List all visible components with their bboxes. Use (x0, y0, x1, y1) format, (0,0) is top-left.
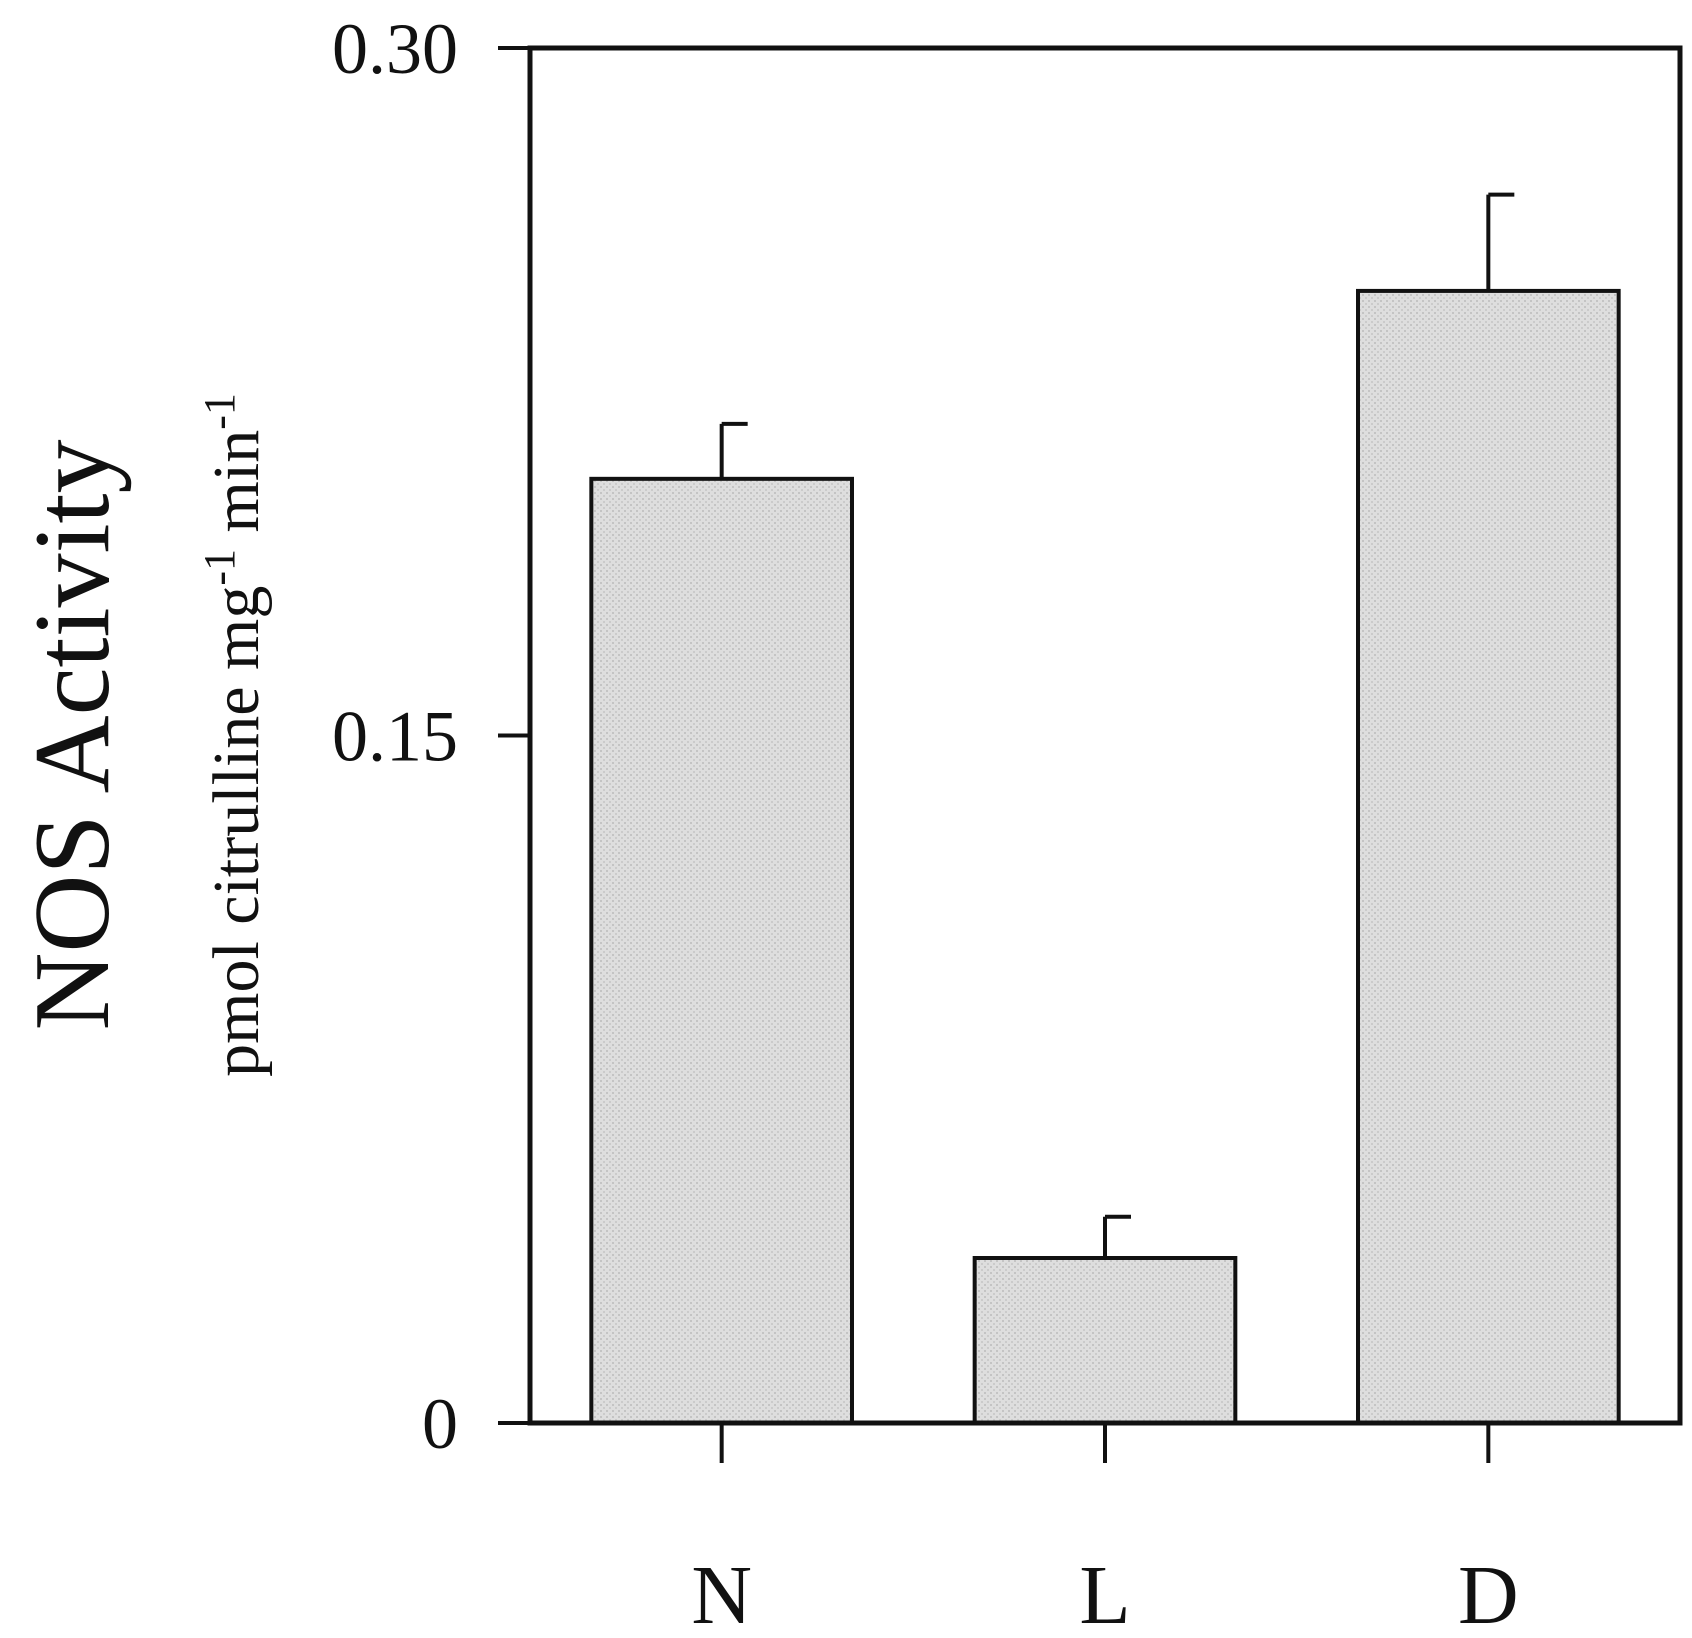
y-axis-subtitle: pmol citrulline mg-1 min-1 (195, 393, 273, 1077)
y-axis-subtitle-unit: pmol citrulline mg (200, 586, 273, 1077)
y-axis-subtitle-unit-2: min (200, 430, 273, 549)
y-axis-subtitle-sup-2: -1 (195, 393, 244, 430)
y-tick-label-0: 0 (422, 1384, 458, 1464)
x-tick-label-L: L (1079, 1549, 1130, 1638)
error-bar-N (719, 421, 748, 479)
bar-D (1356, 288, 1621, 1426)
error-bar-L (1103, 1214, 1131, 1258)
error-bar-D (1486, 192, 1515, 291)
x-tick-label-D: D (1458, 1549, 1519, 1638)
bar-L (972, 1256, 1238, 1425)
bar-N (589, 476, 854, 1426)
y-tick-label-2: 0.30 (332, 9, 458, 89)
y-axis-subtitle-sup-1: -1 (195, 549, 244, 586)
y-tick-label-1: 0.15 (332, 697, 458, 777)
x-tick-label-N: N (691, 1549, 752, 1638)
y-axis-title: NOS Activity (13, 439, 132, 1030)
